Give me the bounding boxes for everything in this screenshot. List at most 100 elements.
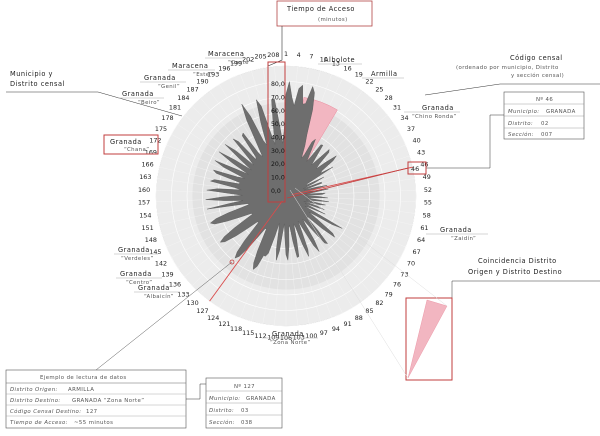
sector-tick-label: 55	[424, 199, 432, 207]
sector-tick-label: 196	[218, 64, 230, 72]
chart-spoke	[291, 155, 410, 195]
access-time-bars	[205, 81, 343, 270]
sector-tick-label: 181	[169, 104, 181, 112]
sector-tick-label: 136	[169, 281, 181, 289]
tooltip-127-number: Nº 127	[234, 383, 255, 390]
radial-tick-label: 50,0	[271, 121, 285, 128]
sector-tick-label: 142	[155, 260, 167, 268]
example-row-1-value: ARMILLA	[68, 387, 94, 393]
zone-maracena-oeste: Maracena	[208, 50, 244, 58]
sector-tick-label: 79	[385, 290, 393, 298]
sector-tick-label: 58	[423, 211, 431, 219]
sector-tick-label: 103	[293, 334, 305, 342]
sector-tick-label: 1	[284, 50, 288, 58]
tooltip-127: Nº 127 Municipio: GRANADA Distrito: 03 S…	[205, 377, 283, 429]
chart-spoke	[291, 134, 401, 194]
sector-tick-label: 139	[161, 270, 173, 278]
sector-tick-label: 37	[407, 125, 415, 133]
tooltip-127-mun-value: GRANADA	[246, 396, 276, 402]
zone-granada-beiro: Granada	[122, 90, 154, 98]
zone-granada-verdeles: Granada	[118, 246, 150, 254]
legend-right-sub1: (ordenado por municipio, Distrito	[456, 65, 559, 71]
sector-tick-label: 64	[417, 236, 425, 244]
sector-tick-label: 187	[186, 85, 198, 93]
sector-tick-label: 178	[161, 114, 173, 122]
tooltip-46-number: Nº 46	[536, 96, 553, 103]
sector-tick-label: 184	[177, 94, 189, 102]
sector-tick-label: 118	[230, 325, 242, 333]
radial-tick-label: 80,0	[271, 81, 285, 88]
code-46-box-label: 46	[411, 165, 419, 173]
sector-tick-label: 160	[138, 186, 150, 194]
sector-tick-label: 94	[332, 325, 340, 333]
zone-granada-chana-sub: “Chana”	[124, 147, 149, 153]
sector-tick-label: 46	[420, 161, 428, 169]
sector-tick-label: 208	[267, 51, 279, 59]
zone-granada-centro-sub: “Centro”	[126, 280, 152, 286]
sector-tick-label: 154	[139, 211, 151, 219]
legend-coincidence: Coincidencia Distrito Origen y Distrito …	[289, 187, 600, 381]
sector-tick-label: 91	[344, 320, 352, 328]
zone-granada-beiro-sub: “Beiro”	[138, 100, 160, 106]
zone-granada-albaicin: Granada	[138, 284, 170, 292]
zone-granada-ronda: Granada	[422, 104, 454, 112]
zone-granada-genil-sub: “Genil”	[158, 84, 180, 90]
radial-tick-label: 0,0	[271, 188, 281, 195]
sector-tick-label: 70	[407, 260, 415, 268]
sector-tick-label: 145	[149, 248, 161, 256]
sector-tick-label: 172	[149, 136, 161, 144]
example-row-4-value: ~55 minutos	[74, 420, 113, 426]
sector-tick-label: 10	[320, 55, 328, 63]
tooltip-46-mun-value: GRANADA	[546, 109, 576, 115]
chart-spoke	[291, 198, 401, 258]
sector-tick-label: 148	[145, 236, 157, 244]
sector-tick-label: 175	[155, 125, 167, 133]
radial-tick-label: 30,0	[271, 148, 285, 155]
legend-coinc-2: Origen y Distrito Destino	[468, 268, 562, 276]
radial-tick-label: 70,0	[271, 95, 285, 102]
zone-granada-norte-sub: “Zona Norte”	[270, 340, 311, 346]
sector-tick-label: 109	[267, 334, 279, 342]
sector-tick-label: 133	[177, 290, 189, 298]
sector-tick-label: 76	[393, 281, 401, 289]
zone-labels: Maracena “Oeste” Maracena “Este” Albolot…	[103, 50, 488, 346]
example-row-1-label: Distrito Origen:	[10, 387, 58, 393]
sector-tick-label: 199	[230, 59, 242, 67]
sector-tick-label: 73	[400, 270, 408, 278]
chart-title: Tiempo de Acceso	[286, 5, 355, 13]
example-row-3-label: Código Censal Destino:	[10, 408, 81, 415]
zone-granada-albaicin-sub: “Albaicín”	[144, 293, 174, 300]
tooltip-46-mun-label: Municipio:	[508, 109, 539, 115]
sector-tick-label: 28	[385, 94, 393, 102]
sector-tick-label: 31	[393, 104, 401, 112]
sector-tick-label: 124	[207, 314, 219, 322]
tooltip-46-dist-value: 02	[541, 121, 549, 127]
zone-maracena-este: Maracena	[172, 62, 208, 70]
example-row-2-label: Distrito Destino:	[10, 398, 61, 404]
zone-granada-chana: Granada	[110, 138, 142, 146]
sector-tick-label: 112	[254, 332, 266, 340]
tooltip-127-dist-value: 03	[241, 408, 249, 414]
legend-left: Municipio y Distrito censal	[6, 70, 183, 117]
sector-tick-label: 190	[196, 77, 208, 85]
tooltip-127-mun-label: Municipio:	[209, 396, 240, 402]
sector-tick-label: 151	[141, 224, 153, 232]
zone-granada-zaidin-sub: “Zaidín”	[451, 235, 476, 242]
example-row-3-value: 127	[86, 409, 98, 415]
sector-tick-label: 13	[332, 59, 340, 67]
sector-tick-label: 19	[355, 70, 363, 78]
zone-granada-norte: Granada	[272, 330, 304, 338]
sector-tick-label: 115	[242, 329, 254, 337]
radial-axis-box	[267, 61, 286, 203]
sector-tick-label: 22	[365, 77, 373, 85]
legend-right-title: Código censal	[510, 54, 563, 62]
sector-tick-label: 25	[375, 85, 383, 93]
tooltip-46: Nº 46 Municipio: GRANADA Distrito: 02 Se…	[426, 91, 585, 169]
sector-tick-label: 4	[297, 51, 301, 59]
sector-tick-label: 166	[141, 161, 153, 169]
sector-tick-label: 43	[417, 148, 425, 156]
sector-tick-label: 34	[400, 114, 408, 122]
sector-tick-label: 88	[355, 314, 363, 322]
tooltip-46-dist-label: Distrito:	[508, 121, 533, 127]
tooltip-46-sec-value: 007	[541, 132, 553, 138]
